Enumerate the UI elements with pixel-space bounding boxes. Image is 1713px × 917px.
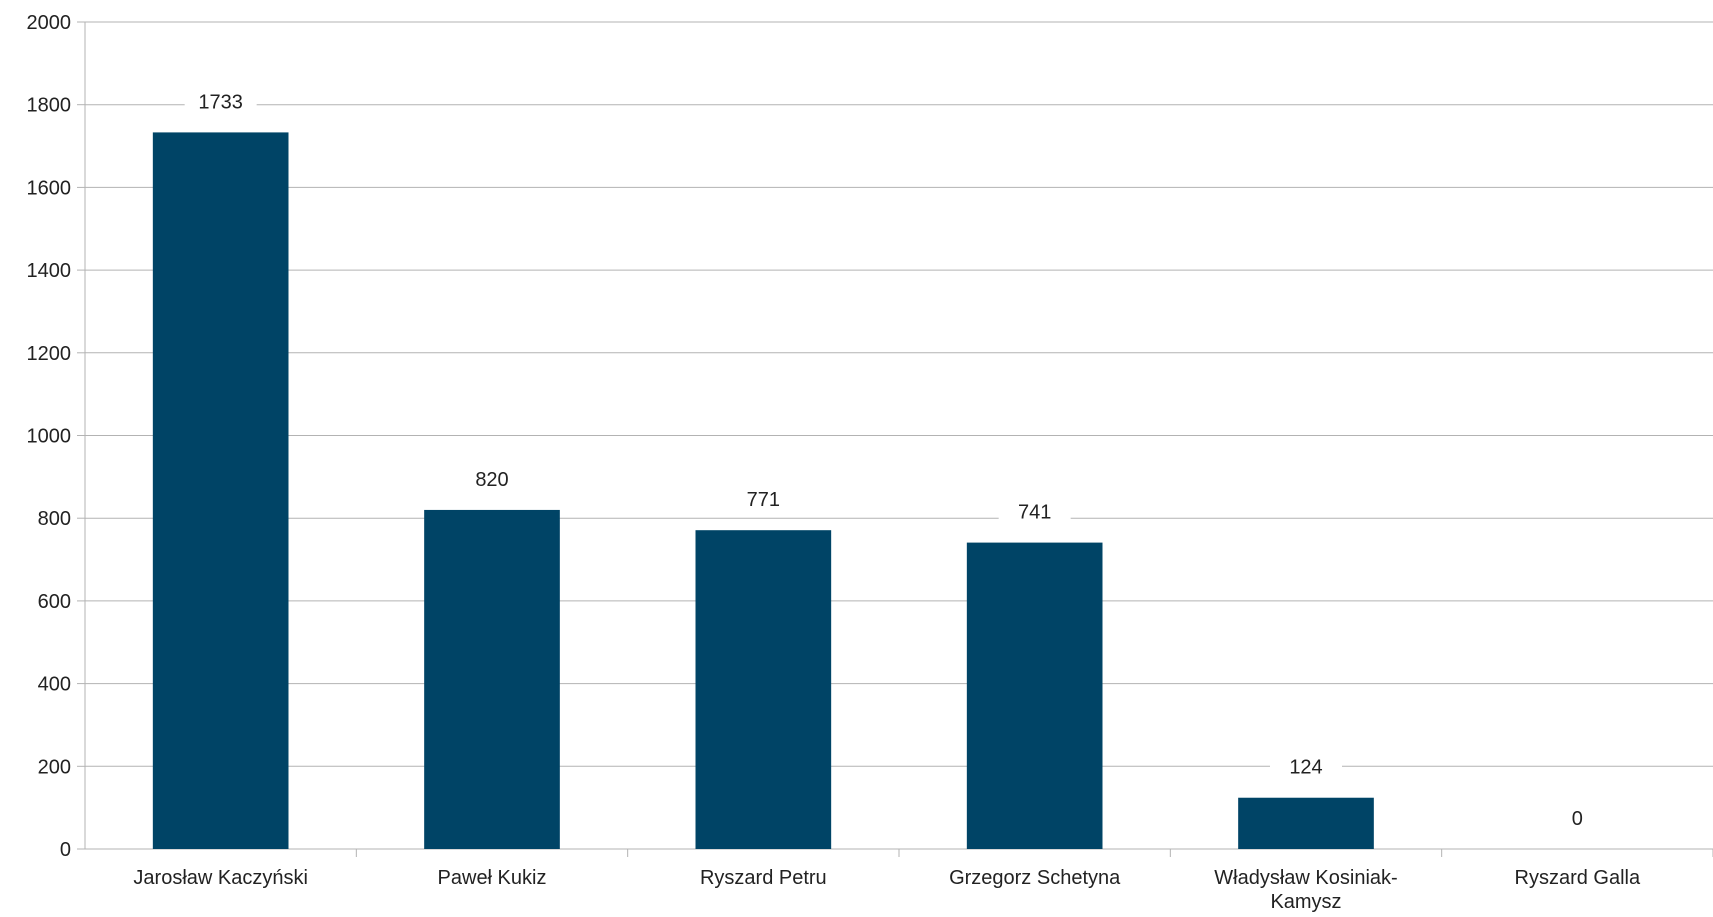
data-label: 0 [1572,808,1583,830]
x-tick-label: Ryszard Petru [700,867,827,889]
y-tick-label: 1200 [27,343,72,365]
data-label: 1733 [198,91,243,113]
x-tick-label: Jarosław Kaczyński [133,867,308,889]
bar [153,132,289,849]
bar [696,530,832,849]
x-tick-label: Władysław Kosiniak-Kamysz [1214,867,1397,913]
bar [424,510,560,849]
y-tick-label: 600 [38,591,71,613]
y-tick-label: 200 [38,756,71,778]
x-tick-label: Grzegorz Schetyna [949,867,1121,889]
axes [77,22,1713,857]
y-tick-label: 0 [60,839,71,861]
x-tick-label: Ryszard Galla [1515,867,1641,889]
y-tick-label: 1400 [27,260,72,282]
y-tick-label: 1800 [27,95,72,117]
bar [1238,798,1374,849]
gridlines [85,22,1713,766]
y-tick-label: 1000 [27,426,72,448]
y-tick-label: 400 [38,674,71,696]
y-tick-label: 800 [38,508,71,530]
data-label: 771 [747,489,780,511]
y-tick-label: 2000 [27,12,72,34]
bar [967,543,1103,849]
data-label: 124 [1289,757,1322,779]
data-label: 741 [1018,502,1051,524]
data-label: 820 [475,469,508,491]
y-tick-label: 1600 [27,177,72,199]
x-tick-label: Paweł Kukiz [438,867,547,889]
